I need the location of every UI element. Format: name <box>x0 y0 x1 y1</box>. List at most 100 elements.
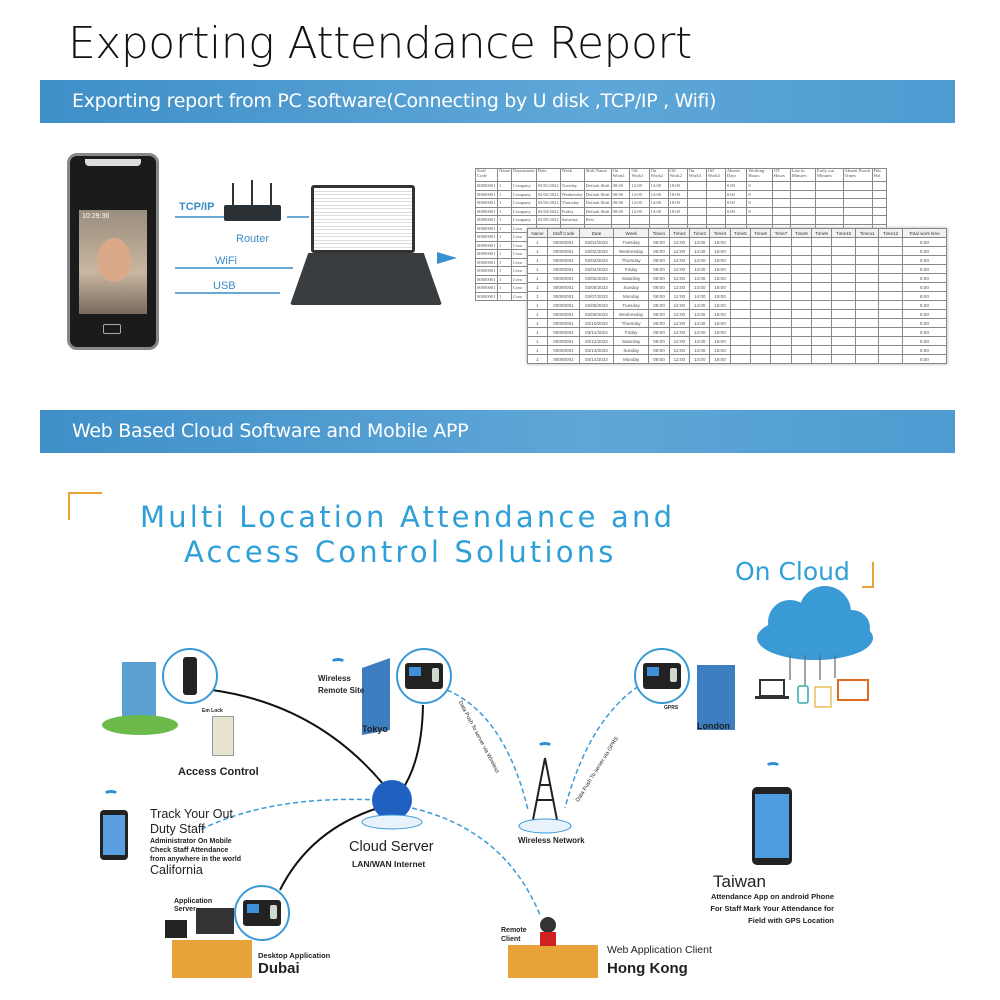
usb-label: USB <box>213 280 236 292</box>
tower-icon <box>518 757 572 834</box>
table-cell: 1 <box>497 291 513 301</box>
attendance-time-table: Name Staff Code Date Week Time1 Time2 Time3 Tim… <box>527 228 948 364</box>
column-header: Off Work1 <box>629 168 650 182</box>
taiwan-line2: For Staff Mark Your Attendance for <box>710 904 834 913</box>
gprs-label: GPRS <box>664 705 679 711</box>
table-cell: 00000001 <box>546 354 581 364</box>
wifi-icon <box>103 790 119 800</box>
router-icon <box>224 180 281 221</box>
phone-california-icon <box>100 810 128 860</box>
device-circle-tokyo <box>396 648 452 704</box>
line-access-control <box>211 689 389 791</box>
table-cell: 8.00 <box>901 354 948 364</box>
globe-icon <box>361 780 423 830</box>
column-header: Early out Minutes <box>815 168 844 182</box>
phone-taiwan-icon <box>752 787 792 865</box>
usb-line <box>175 292 280 294</box>
column-header: Name <box>497 168 513 182</box>
line-dubai <box>279 807 379 891</box>
column-header: Date <box>535 168 561 182</box>
corner-bracket <box>68 492 102 520</box>
device-circle-dubai <box>234 885 290 941</box>
taiwan-line1: Attendance App on android Phone <box>710 892 834 901</box>
column-header: Pub Hol <box>871 168 888 182</box>
admin-line1: Administrator On Mobile <box>150 838 232 845</box>
tcpip-label: TCP/IP <box>179 201 215 213</box>
remote-client-line1: Remote <box>501 927 527 934</box>
wifi-line <box>175 267 293 269</box>
cloud-server-label: Cloud Server <box>349 839 434 855</box>
tokyo-label: Tokyo <box>362 724 388 734</box>
computer-dubai-icon <box>165 908 234 938</box>
heading-line2: Access Control Solutions <box>184 535 617 569</box>
table-row: 1 00000001 03/14/2022 Monday 08:00 12:00 14:00… <box>527 354 948 364</box>
wifi-icon <box>537 742 553 752</box>
tcpip-line <box>175 216 225 218</box>
admin-line3: from anywhere in the world <box>150 856 242 863</box>
table-cell <box>810 354 833 364</box>
router-laptop-line <box>287 216 309 218</box>
column-header: Week <box>559 168 585 182</box>
london-label: London <box>697 721 730 731</box>
device-circle-london <box>634 648 690 704</box>
wireless-remote-line2: Remote Site <box>318 686 365 695</box>
router-label: Router <box>236 233 270 245</box>
line-california <box>199 798 379 831</box>
wifi-label: WiFi <box>215 255 237 267</box>
column-header: Absent Days <box>724 168 748 182</box>
line-london-tower <box>564 681 646 809</box>
tokyo-building-icon <box>362 658 390 735</box>
wireless-network-label: Wireless Network <box>518 836 585 845</box>
column-header: Absent Punch Times <box>842 168 873 182</box>
table-row: 1 00000001 03/03/2022 Thursday 08:00 12:00 14:… <box>527 255 948 265</box>
cloud-client-devices <box>755 679 869 708</box>
device-time: 10:29:36 <box>82 213 110 220</box>
wireless-remote-line1: Wireless <box>318 674 351 683</box>
table-row: 1 00000001 03/13/2022 Sunday 08:00 12:00 14:00… <box>527 345 948 355</box>
line-tokyo <box>401 704 424 791</box>
laptop-keyboard <box>290 253 442 305</box>
admin-line2: Check Staff Attendance <box>150 847 229 854</box>
corner-bracket-right <box>862 562 874 588</box>
on-cloud-label: On Cloud <box>735 557 850 586</box>
device-circle-access <box>162 648 218 704</box>
column-header: Working Hours <box>746 168 773 182</box>
column-header: Off Work2 <box>667 168 688 182</box>
column-header: Staff Code <box>474 168 499 182</box>
column-header: Shift Name <box>583 168 612 182</box>
dubai-label: Dubai <box>258 960 300 977</box>
table-row: 1 00000001 03/01/2022 Tuesday 08:00 12:00 14:0… <box>527 237 948 247</box>
em-lock-label: Em Lock <box>202 708 223 714</box>
remote-client-line2: Client <box>501 936 521 943</box>
table-row: 1 00000001 03/02/2022 Wednesday 08:00 12:00 14… <box>527 246 948 256</box>
section-band-cloud: Web Based Cloud Software and Mobile APP <box>40 410 955 453</box>
door-icon <box>212 716 234 756</box>
desktop-application-label: Desktop Application <box>258 951 331 960</box>
heading-line1: Multi Location Attendance and <box>140 500 676 534</box>
cloud-icon <box>757 586 873 685</box>
line-hong-kong <box>411 807 541 916</box>
desk-hong-kong-icon <box>508 917 598 978</box>
table-row: 1 00000001 03/11/2022 Friday 08:00 12:00 14:00… <box>527 327 948 337</box>
table-row: 1 00000001 03/06/2022 Sunday 08:00 12:00 14:00… <box>527 282 948 292</box>
london-building-icon <box>697 665 735 730</box>
line-tokyo-tower <box>446 689 529 811</box>
access-control-label: Access Control <box>178 766 259 778</box>
app-server-line1: Application <box>174 898 213 905</box>
hong-kong-label: Hong Kong <box>607 960 688 977</box>
table-header-row: Staff Code Name Department Date Week Shift Na… <box>474 168 888 182</box>
arrow-right-icon <box>437 252 457 264</box>
lan-wan-label: LAN/WAN Internet <box>352 859 426 869</box>
table-cell <box>854 354 880 364</box>
taiwan-line3: Field with GPS Location <box>748 916 834 925</box>
track-line2: Duty Staff <box>150 822 205 836</box>
wifi-icon <box>330 658 346 668</box>
laptop-icon <box>311 185 415 253</box>
wifi-icon <box>765 762 781 772</box>
page-title: Exporting Attendance Report <box>68 18 692 69</box>
california-label: California <box>150 863 203 877</box>
column-header: Off Work3 <box>705 168 726 182</box>
section-band-export: Exporting report from PC software(Connec… <box>40 80 955 123</box>
app-server-line2: Server <box>174 906 196 913</box>
